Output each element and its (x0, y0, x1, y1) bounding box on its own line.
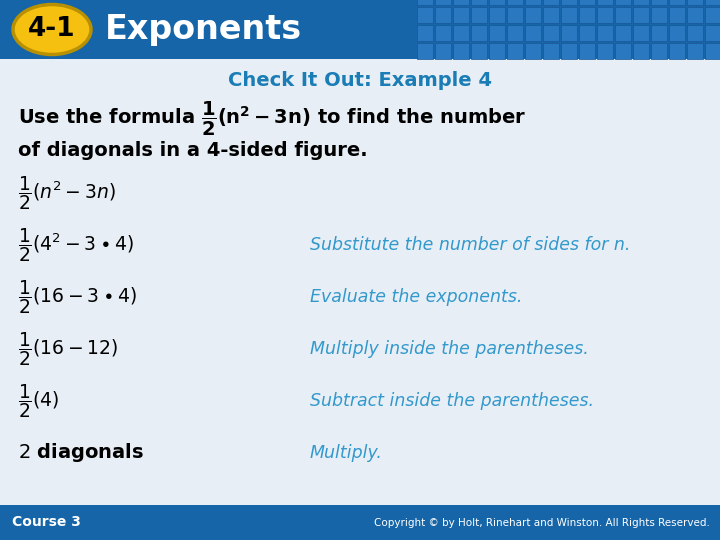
Bar (417, 43, 433, 59)
Bar (525, 43, 541, 59)
Ellipse shape (13, 4, 91, 55)
Bar (633, 7, 649, 23)
Bar (687, 0, 703, 5)
Bar (435, 43, 451, 59)
Bar (471, 43, 487, 59)
Text: Multiply inside the parentheses.: Multiply inside the parentheses. (310, 340, 589, 358)
Text: Subtract inside the parentheses.: Subtract inside the parentheses. (310, 392, 594, 410)
Text: Multiply.: Multiply. (310, 444, 383, 462)
Bar (435, 25, 451, 41)
Bar (651, 0, 667, 5)
Bar (651, 7, 667, 23)
Bar (561, 0, 577, 5)
Bar (561, 7, 577, 23)
Bar (651, 25, 667, 41)
Bar (633, 25, 649, 41)
Text: Copyright © by Holt, Rinehart and Winston. All Rights Reserved.: Copyright © by Holt, Rinehart and Winsto… (374, 517, 710, 528)
Bar (417, 0, 433, 5)
Text: $\dfrac{1}{2}(16 - 3 \bullet 4)$: $\dfrac{1}{2}(16 - 3 \bullet 4)$ (18, 278, 137, 316)
Bar (435, 7, 451, 23)
Bar (615, 25, 631, 41)
Bar (471, 7, 487, 23)
Bar (525, 7, 541, 23)
Bar (417, 25, 433, 41)
Text: Evaluate the exponents.: Evaluate the exponents. (310, 288, 523, 306)
Text: Exponents: Exponents (105, 13, 302, 46)
Bar (417, 7, 433, 23)
Bar (705, 25, 720, 41)
Bar (543, 43, 559, 59)
Bar (525, 0, 541, 5)
Bar (615, 7, 631, 23)
Bar (669, 7, 685, 23)
Bar (579, 7, 595, 23)
Text: Substitute the number of sides for n.: Substitute the number of sides for n. (310, 236, 631, 254)
Bar (525, 25, 541, 41)
Bar (579, 25, 595, 41)
Text: of diagonals in a 4-sided figure.: of diagonals in a 4-sided figure. (18, 141, 368, 160)
Bar (543, 0, 559, 5)
Bar (651, 43, 667, 59)
Bar (453, 25, 469, 41)
Bar (435, 0, 451, 5)
Bar (471, 0, 487, 5)
Bar (633, 43, 649, 59)
Bar (489, 43, 505, 59)
Bar (615, 43, 631, 59)
Bar (579, 0, 595, 5)
Bar (597, 7, 613, 23)
Bar (705, 7, 720, 23)
Text: $2\ \mathbf{diagonals}$: $2\ \mathbf{diagonals}$ (18, 442, 144, 464)
Text: $\dfrac{1}{2}(16 - 12)$: $\dfrac{1}{2}(16 - 12)$ (18, 330, 118, 368)
Bar (543, 25, 559, 41)
Bar (0, 505, 720, 540)
Bar (453, 7, 469, 23)
Bar (507, 43, 523, 59)
Text: $\dfrac{1}{2}(n^2 - 3n)$: $\dfrac{1}{2}(n^2 - 3n)$ (18, 174, 116, 212)
Bar (507, 7, 523, 23)
Bar (597, 25, 613, 41)
Bar (453, 43, 469, 59)
Bar (687, 7, 703, 23)
Bar (687, 43, 703, 59)
Bar (489, 7, 505, 23)
Bar (561, 25, 577, 41)
Bar (471, 25, 487, 41)
Text: Course 3: Course 3 (12, 516, 81, 530)
Bar (489, 0, 505, 5)
Text: 4-1: 4-1 (28, 17, 76, 43)
Bar (669, 25, 685, 41)
Text: Check It Out: Example 4: Check It Out: Example 4 (228, 71, 492, 91)
Bar (561, 43, 577, 59)
Bar (597, 0, 613, 5)
Text: $\dfrac{1}{2}(4^2 - 3 \bullet 4)$: $\dfrac{1}{2}(4^2 - 3 \bullet 4)$ (18, 226, 134, 264)
Bar (507, 0, 523, 5)
Bar (687, 25, 703, 41)
Bar (597, 43, 613, 59)
Bar (453, 0, 469, 5)
Bar (705, 0, 720, 5)
Bar (615, 0, 631, 5)
Bar (543, 7, 559, 23)
Bar (669, 0, 685, 5)
Bar (633, 0, 649, 5)
Text: $\dfrac{1}{2}(4)$: $\dfrac{1}{2}(4)$ (18, 382, 59, 420)
Bar (0, 0, 720, 59)
Bar (489, 25, 505, 41)
Text: Use the formula $\mathbf{\dfrac{1}{2}(}$$\mathbf{n^2 - 3n}$$\mathbf{)}$ to find : Use the formula $\mathbf{\dfrac{1}{2}(}$… (18, 100, 526, 138)
Bar (507, 25, 523, 41)
Bar (669, 43, 685, 59)
Bar (705, 43, 720, 59)
Bar (579, 43, 595, 59)
